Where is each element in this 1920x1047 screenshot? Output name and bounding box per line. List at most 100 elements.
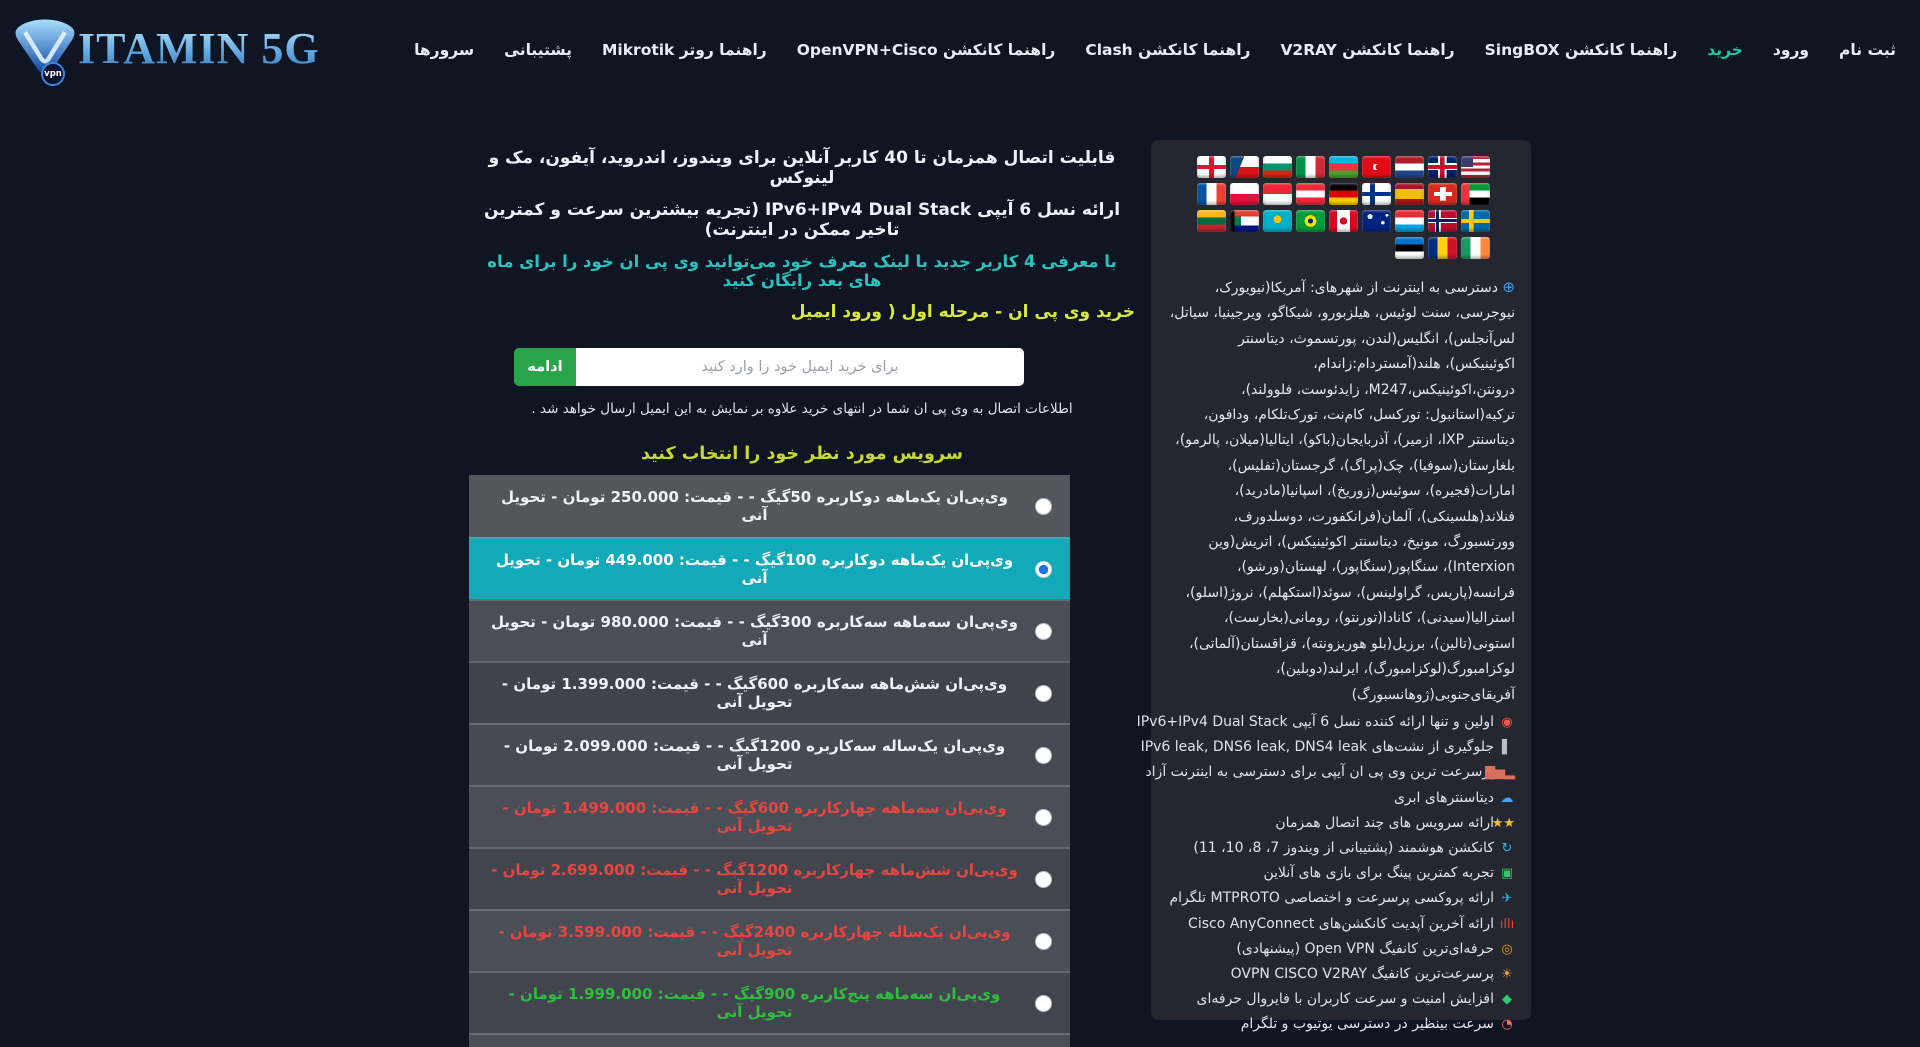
flag-icon — [1461, 237, 1490, 259]
flag-icon — [1428, 183, 1457, 205]
speed-chart-icon: ▂▅▇ — [1485, 765, 1515, 781]
radio-icon[interactable] — [1035, 746, 1052, 764]
nav-item-clash-guide[interactable]: راهنما کانکشن Clash — [1085, 41, 1251, 59]
nav-item-buy[interactable]: خرید — [1707, 41, 1743, 59]
feature-dual-stack: ◉ اولین و تنها ارائه کننده نسل 6 آیپی IPv… — [1137, 710, 1515, 735]
feature-ovpn-cisco-v2ray: ☀ پرسرعت‌ترین کانفیگ OVPN CISCO V2RAY — [1167, 962, 1515, 987]
nav-item-servers[interactable]: سرورها — [414, 41, 475, 59]
plan-label: وی‌پی‌ان شش‌ماهه سه‌کاربره 600گیگ - - قی… — [501, 675, 1008, 711]
radio-icon[interactable] — [1035, 560, 1052, 578]
feature-fastest-ip: ▂▅▇پرسرعت ترین وی پی ان آیپی برای دسترسی… — [1145, 760, 1515, 785]
email-form: ادامه — [514, 348, 1024, 386]
nav-item-signup[interactable]: ثبت نام — [1839, 41, 1896, 59]
flag-icon — [1197, 210, 1226, 232]
flag-icon — [1428, 237, 1457, 259]
feature-openvpn-config: ◎ حرفه‌ای‌ترین کانفیگ Open VPN (پیشنهادی) — [1167, 937, 1515, 962]
flag-icon — [1263, 183, 1292, 205]
nav-item-support[interactable]: پشتیبانی — [504, 41, 572, 59]
feature-list: ◉ اولین و تنها ارائه کننده نسل 6 آیپی IPv… — [1137, 710, 1515, 1038]
plan-label: وی‌پی‌ان یک‌ماهه دوکاربره 100گیگ - - قیم… — [495, 551, 1014, 587]
info-sidebar: ⊕ دسترسی به اینترنت از شهرهای: آمریکا(نی… — [1137, 140, 1531, 1032]
nav-item-login[interactable]: ورود — [1772, 41, 1810, 59]
referral-offer-text: با معرفی 4 کاربر جدید با لینک معرف خود م… — [487, 252, 1117, 290]
feature-text: حرفه‌ای‌ترین کانفیگ Open VPN (پیشنهادی) — [1236, 940, 1494, 957]
flag-icon — [1362, 210, 1391, 232]
speedometer-icon: ◔ — [1501, 1017, 1513, 1033]
plan-row[interactable]: وی‌پی‌ان سه‌ماهه پنج‌کاربره 900گیگ - - ق… — [469, 971, 1070, 1033]
plan-row[interactable]: وی‌پی‌ان شش‌ماهه چهارکاربره 1200گیگ - - … — [469, 847, 1070, 909]
flag-icon — [1395, 210, 1424, 232]
continue-button[interactable]: ادامه — [514, 348, 576, 386]
header: vpn ITAMIN 5G ثبت نام ورود خرید راهنما ک… — [0, 0, 1920, 100]
feature-text: جلوگیری از نشت‌های IPv6 leak, DNS6 leak,… — [1140, 739, 1494, 756]
cloud-icon: ☁ — [1500, 790, 1514, 806]
flag-icon — [1230, 183, 1259, 205]
email-form-note: اطلاعات اتصال به وی پی ان شما در انتهای … — [531, 401, 1073, 417]
feature-multi-connection: ★★ارائه سرویس های چند اتصال همزمان — [1167, 811, 1515, 836]
plan-row[interactable]: وی‌پی‌ان سه‌ماهه سه‌کاربره 300گیگ - - قی… — [469, 599, 1070, 661]
plan-row[interactable]: وی‌پی‌ان شش‌ماهه سه‌کاربره 600گیگ - - قی… — [469, 661, 1070, 723]
feature-mtproto-proxy: ✈ ارائه پروکسی پرسرعت و اختصاصی MTPROTO ت… — [1167, 886, 1515, 911]
feature-text: سرعت بینظیر در دسترسی یوتیوب و تلگرام — [1240, 1016, 1494, 1033]
flag-icon — [1197, 156, 1226, 178]
flag-icon — [1461, 156, 1490, 178]
feature-text: افزایش امنیت و سرعت کاربران با فایروال ح… — [1196, 991, 1494, 1008]
feature-text: ارائه آخرین آپدیت کانکشن‌های Cisco AnyCo… — [1188, 915, 1494, 932]
nav-item-singbox-guide[interactable]: راهنما کانکشن SingBOX — [1484, 41, 1678, 59]
purchase-step-title: خرید وی پی ان - مرحله اول ( ورود ایمیل — [790, 302, 1135, 322]
feature-text: تجربه کمترین پینگ برای بازی های آنلاین — [1263, 865, 1494, 882]
radio-icon[interactable] — [1035, 870, 1052, 888]
shield-icon: ◆ — [1502, 992, 1512, 1008]
nav-item-mikrotik-guide[interactable]: راهنما روتر Mikrotik — [602, 41, 767, 59]
feature-text: دیتاسنترهای ابری — [1393, 789, 1494, 806]
plan-row[interactable]: وی‌پی‌ان سه‌ماهه چهارکاربره 600گیگ - - ق… — [469, 785, 1070, 847]
vpn-badge: vpn — [41, 62, 65, 86]
thermometer-icon: ▌ — [1502, 740, 1512, 756]
flag-icon — [1395, 237, 1424, 259]
logo-shield-icon: vpn — [14, 16, 76, 86]
flag-icon — [1461, 183, 1490, 205]
radio-icon[interactable] — [1035, 684, 1052, 702]
feature-text: پرسرعت‌ترین کانفیگ OVPN CISCO V2RAY — [1230, 965, 1494, 982]
plan-row[interactable]: وی‌پی‌ان یک‌ماهه دوکاربره 100گیگ - - قیم… — [469, 537, 1070, 599]
flag-icon — [1263, 156, 1292, 178]
main-content: قابلیت اتصال همزمان تا 40 کاربر آنلاین ب… — [469, 148, 1135, 1047]
flag-icon — [1329, 156, 1358, 178]
radio-icon[interactable] — [1035, 994, 1052, 1012]
feature-leak-protection: ▌ جلوگیری از نشت‌های IPv6 leak, DNS6 leak… — [1141, 735, 1515, 760]
stars-icon: ★★ — [1491, 815, 1515, 831]
plan-label: وی‌پی‌ان سه‌ماهه پنج‌کاربره 900گیگ - - ق… — [508, 985, 1001, 1021]
flag-icon — [1395, 156, 1424, 178]
logo[interactable]: vpn ITAMIN 5G — [14, 16, 320, 86]
email-input[interactable] — [576, 348, 1024, 386]
flag-icon — [1461, 210, 1490, 232]
plan-row[interactable]: وی‌پی‌ان یک‌ماهه دوکاربره 50گیگ - - قیمت… — [469, 475, 1070, 537]
plan-label: وی‌پی‌ان شش‌ماهه چهارکاربره 1200گیگ - - … — [491, 861, 1018, 897]
radio-icon[interactable] — [1035, 808, 1052, 826]
nav-item-v2ray-guide[interactable]: راهنما کانکشن V2RAY — [1280, 41, 1455, 59]
radio-icon[interactable] — [1035, 497, 1052, 515]
sun-icon: ☀ — [1501, 966, 1513, 982]
radio-icon[interactable] — [1035, 622, 1052, 640]
plan-label: وی‌پی‌ان یک‌ماهه دوکاربره 50گیگ - - قیمت… — [501, 488, 1008, 524]
feature-firewall: ◆ افزایش امنیت و سرعت کاربران با فایروال … — [1167, 987, 1515, 1012]
flag-icon — [1230, 210, 1259, 232]
plan-label: وی‌پی‌ان یک‌ساله چهارکاربره 2400گیگ - - … — [498, 923, 1011, 959]
flag-icon — [1428, 210, 1457, 232]
ip-pin-icon: ◉ — [1501, 714, 1513, 730]
plan-row-partial[interactable] — [469, 1033, 1070, 1047]
flag-icon — [1362, 183, 1391, 205]
radio-icon[interactable] — [1035, 932, 1052, 950]
main-nav: ثبت نام ورود خرید راهنما کانکشن SingBOX … — [414, 0, 1896, 100]
flag-icon — [1329, 183, 1358, 205]
flag-icon — [1230, 156, 1259, 178]
flag-icon — [1329, 210, 1358, 232]
hero-line-2: ارائه نسل 6 آیپی IPv6+IPv4 Dual Stack (ت… — [483, 200, 1121, 240]
globe-icon: ⊕ — [1502, 278, 1515, 296]
plan-row[interactable]: وی‌پی‌ان یک‌ساله چهارکاربره 2400گیگ - - … — [469, 909, 1070, 971]
nav-item-openvpn-cisco-guide[interactable]: راهنما کانکشن OpenVPN+Cisco — [796, 41, 1056, 59]
plan-row[interactable]: وی‌پی‌ان یک‌ساله سه‌کاربره 1200گیگ - - ق… — [469, 723, 1070, 785]
feature-text: ارائه پروکسی پرسرعت و اختصاصی MTPROTO تل… — [1169, 890, 1494, 907]
telegram-plane-icon: ✈ — [1501, 891, 1513, 907]
